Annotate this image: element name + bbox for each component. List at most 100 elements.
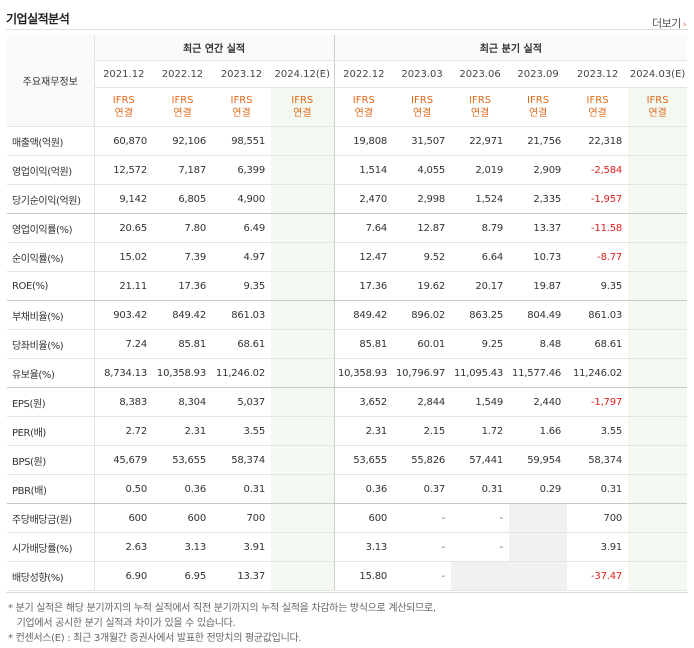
table-cell: 700 [567,503,629,533]
table-cell [628,445,688,475]
table-cell: 92,106 [153,126,212,156]
table-row: 매출액(억원) 60,870 92,106 98,551 19,808 31,507 22,… [7,126,688,156]
table-cell: 12.87 [393,213,452,243]
table-cell: 7.80 [153,213,212,243]
table-cell [509,561,568,591]
table-cell: 1,549 [451,387,510,417]
table-cell: 903.42 [94,300,153,330]
table-cell: 2,998 [393,184,452,214]
table-row: 시가배당률(%) 2.63 3.13 3.91 3.13- -3.91 [7,532,688,562]
row-label: 주당배당금(원) [7,503,95,533]
table-cell: 896.02 [393,300,452,330]
table-cell: 58,374 [567,445,629,475]
table-cell: 700 [212,503,271,533]
more-link[interactable]: 더보기 › [652,15,687,31]
ifrs-label: IFRS [171,95,194,106]
row-label: 부채비율(%) [7,300,95,330]
period-header: 2023.12 [212,60,271,88]
table-cell: 2.31 [334,416,394,446]
table-cell: 3.55 [567,416,629,446]
table-cell [271,387,335,417]
table-cell: - [393,503,452,533]
table-cell: 55,826 [393,445,452,475]
ifrs-header: IFRS 연결 [94,87,153,127]
table-cell: 3.91 [567,532,629,562]
table-cell: 21,756 [509,126,568,156]
row-label: PER(배) [7,416,95,446]
table-cell: 849.42 [334,300,394,330]
ifrs-label: IFRS [352,95,375,106]
table-cell: 849.42 [153,300,212,330]
table-cell [271,242,335,272]
row-label: 배당성향(%) [7,561,95,591]
table-row: 유보율(%) 8,734.13 10,358.93 11,246.02 10,358.9… [7,358,688,388]
period-header: 2022.12 [334,60,394,88]
table-cell: -1,957 [567,184,629,214]
ifrs-header: IFRS 연결 [509,87,568,127]
corner-header: 주요재무정보 [7,35,95,127]
ifrs-header: IFRS 연결 [393,87,452,127]
table-cell: 60.01 [393,329,452,359]
table-cell [628,329,688,359]
consolidated-label: 연결 [173,108,192,119]
ifrs-header: IFRS 연결 [451,87,510,127]
table-cell: 6.95 [153,561,212,591]
footnote-line: * 컨센서스(E) : 최근 3개월간 증권사에서 발표한 전망치의 평균값입니… [8,633,302,644]
table-cell [271,329,335,359]
annual-group-header: 최근 연간 실적 [94,35,335,61]
table-row: EPS(원) 8,383 8,304 5,037 3,652 2,844 1,549 2,44… [7,387,688,417]
table-cell: 9.35 [567,271,629,301]
row-label: 매출액(억원) [7,126,95,156]
table-cell: 11,246.02 [567,358,629,388]
table-cell [628,474,688,504]
row-label: EPS(원) [7,387,95,417]
table-cell: -2,584 [567,155,629,185]
footnotes: * 분기 실적은 해당 분기까지의 누적 실적에서 직전 분기까지의 누적 실적… [8,601,436,646]
period-header: 2023.03 [393,60,452,88]
table-cell: 861.03 [212,300,271,330]
table-cell: 9,142 [94,184,153,214]
row-label: PBR(배) [7,474,95,504]
table-cell: 0.50 [94,474,153,504]
table-cell [271,503,335,533]
table-cell: 20.65 [94,213,153,243]
ifrs-label: IFRS [112,95,135,106]
table-cell [271,155,335,185]
table-cell: 8.79 [451,213,510,243]
table-cell: 10,358.93 [334,358,394,388]
quarter-group-header: 최근 분기 실적 [334,35,688,61]
table-cell: 2,909 [509,155,568,185]
table-cell [628,532,688,562]
table-cell: 6.90 [94,561,153,591]
table-row: ROE(%) 21.11 17.36 9.35 17.36 19.62 20.17 19.87… [7,271,688,301]
section-title: 기업실적분석 [6,12,70,26]
table-cell: 6,805 [153,184,212,214]
table-cell: 10.73 [509,242,568,272]
table-cell: 20.17 [451,271,510,301]
table-cell: 8,383 [94,387,153,417]
table-cell [628,242,688,272]
table-cell [271,561,335,591]
table-cell: 4,055 [393,155,452,185]
table-cell [628,503,688,533]
period-header: 2022.12 [153,60,212,88]
table-cell: 600 [153,503,212,533]
table-cell: 0.29 [509,474,568,504]
ifrs-label: IFRS [646,95,669,106]
row-label: 당좌비율(%) [7,329,95,359]
table-cell [271,474,335,504]
table-cell: 7,187 [153,155,212,185]
consolidated-label: 연결 [293,108,312,119]
table-row: 당좌비율(%) 7.24 85.81 68.61 85.81 60.01 9.25 8.48 6… [7,329,688,359]
table-cell: 60,870 [94,126,153,156]
table-cell: 8,734.13 [94,358,153,388]
table-cell: 1,524 [451,184,510,214]
table-cell: 6.49 [212,213,271,243]
table-cell: 68.61 [567,329,629,359]
table-cell: 85.81 [334,329,394,359]
table-cell: -11.58 [567,213,629,243]
table-row: PBR(배) 0.50 0.36 0.31 0.36 0.37 0.31 0.29 0.31 [7,474,688,504]
table-cell: 15.02 [94,242,153,272]
table-cell: 4,900 [212,184,271,214]
table-cell: 4.97 [212,242,271,272]
